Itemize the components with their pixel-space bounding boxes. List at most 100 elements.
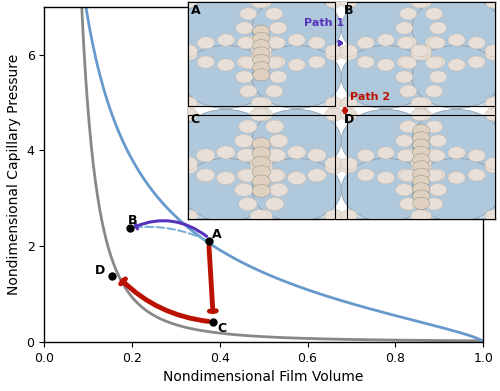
Circle shape [357, 169, 374, 181]
Circle shape [414, 158, 432, 170]
Circle shape [182, 0, 270, 59]
Circle shape [400, 198, 417, 210]
Circle shape [180, 48, 198, 60]
Circle shape [414, 161, 432, 173]
Bar [188, 115, 335, 219]
Circle shape [448, 172, 465, 184]
Circle shape [341, 0, 430, 59]
Circle shape [252, 147, 270, 160]
Circle shape [414, 109, 432, 121]
Circle shape [308, 56, 326, 68]
Circle shape [196, 169, 215, 182]
Circle shape [340, 161, 357, 173]
Circle shape [250, 210, 268, 223]
Circle shape [426, 149, 442, 161]
Circle shape [396, 135, 413, 147]
Circle shape [357, 37, 374, 49]
Circle shape [325, 48, 342, 60]
Circle shape [357, 56, 374, 68]
Circle shape [251, 45, 268, 57]
Circle shape [377, 34, 394, 46]
Circle shape [251, 0, 268, 8]
Circle shape [412, 139, 430, 151]
Circle shape [430, 184, 446, 196]
Circle shape [270, 71, 287, 83]
Circle shape [340, 48, 357, 60]
Circle shape [240, 57, 257, 69]
Circle shape [270, 183, 288, 196]
Circle shape [485, 0, 500, 8]
Circle shape [411, 97, 428, 109]
Text: Path 2: Path 2 [350, 92, 391, 102]
Circle shape [197, 37, 214, 49]
Circle shape [270, 135, 288, 147]
Text: C: C [190, 113, 200, 126]
Circle shape [268, 149, 285, 162]
Circle shape [234, 135, 253, 147]
Circle shape [266, 57, 283, 69]
Bar [188, 2, 335, 106]
Circle shape [240, 8, 257, 20]
Y-axis label: Nondimensional Capillary Pressure: Nondimensional Capillary Pressure [7, 54, 21, 295]
Circle shape [430, 22, 446, 34]
Bar [348, 2, 495, 106]
Circle shape [254, 157, 272, 170]
Circle shape [357, 150, 374, 162]
Circle shape [430, 135, 446, 147]
Circle shape [180, 97, 198, 109]
Circle shape [236, 71, 253, 83]
Circle shape [197, 56, 214, 68]
Circle shape [268, 37, 285, 49]
Circle shape [308, 169, 326, 182]
Circle shape [411, 45, 428, 57]
Circle shape [266, 120, 284, 133]
Circle shape [412, 197, 430, 210]
Circle shape [182, 109, 270, 172]
Circle shape [414, 48, 432, 60]
Circle shape [414, 97, 432, 109]
Text: A: A [212, 228, 222, 240]
Circle shape [180, 0, 198, 8]
Circle shape [400, 149, 417, 161]
Circle shape [411, 48, 428, 60]
Circle shape [288, 146, 306, 159]
Circle shape [288, 34, 306, 46]
Circle shape [238, 120, 257, 133]
Circle shape [400, 36, 417, 48]
Circle shape [340, 45, 357, 57]
Circle shape [266, 36, 283, 48]
Circle shape [252, 69, 270, 81]
Circle shape [485, 210, 500, 222]
Bar [348, 115, 495, 219]
Circle shape [250, 161, 268, 174]
Circle shape [252, 109, 342, 172]
Circle shape [238, 56, 254, 68]
Circle shape [412, 124, 430, 136]
Circle shape [252, 165, 270, 179]
Circle shape [180, 210, 198, 223]
Circle shape [412, 132, 430, 144]
Circle shape [254, 48, 272, 60]
Circle shape [428, 37, 445, 49]
Circle shape [426, 198, 442, 210]
Circle shape [448, 147, 465, 159]
Circle shape [252, 61, 270, 74]
Bar [188, 115, 335, 219]
Circle shape [180, 108, 198, 121]
Circle shape [252, 0, 342, 59]
Circle shape [396, 71, 413, 83]
Circle shape [180, 157, 198, 170]
Circle shape [411, 210, 428, 222]
Circle shape [468, 169, 485, 181]
Circle shape [412, 109, 500, 172]
Circle shape [426, 8, 442, 20]
Circle shape [325, 45, 342, 57]
Circle shape [426, 170, 442, 182]
Circle shape [414, 210, 432, 222]
Circle shape [237, 149, 256, 162]
Circle shape [238, 197, 257, 211]
Circle shape [412, 158, 500, 221]
Circle shape [254, 161, 272, 174]
Circle shape [414, 45, 432, 57]
Circle shape [412, 154, 430, 166]
